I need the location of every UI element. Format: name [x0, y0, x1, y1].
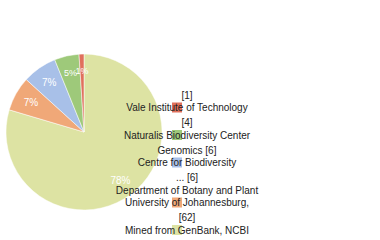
svg-text:[62]: [62] — [179, 212, 196, 223]
svg-text:[1]: [1] — [181, 90, 192, 101]
svg-text:University of Johannesburg,: University of Johannesburg, — [125, 197, 249, 208]
svg-text:7%: 7% — [42, 77, 57, 88]
svg-text:5%: 5% — [64, 67, 77, 78]
svg-text:7%: 7% — [24, 97, 39, 108]
svg-text:Mined from GenBank, NCBI: Mined from GenBank, NCBI — [125, 225, 249, 236]
svg-text:Department of Botany and Plant: Department of Botany and Plant — [116, 185, 259, 196]
svg-text:Naturalis Biodiversity Center: Naturalis Biodiversity Center — [124, 130, 251, 141]
svg-text:Genomics [6]: Genomics [6] — [158, 145, 217, 156]
svg-text:1%: 1% — [76, 66, 89, 76]
svg-text:[4]: [4] — [181, 117, 192, 128]
svg-text:... [6]: ... [6] — [176, 172, 198, 183]
svg-text:Centre for Biodiversity: Centre for Biodiversity — [138, 157, 236, 168]
svg-text:78%: 78% — [110, 175, 131, 187]
svg-text:Vale Institute of Technology: Vale Institute of Technology — [126, 102, 247, 113]
